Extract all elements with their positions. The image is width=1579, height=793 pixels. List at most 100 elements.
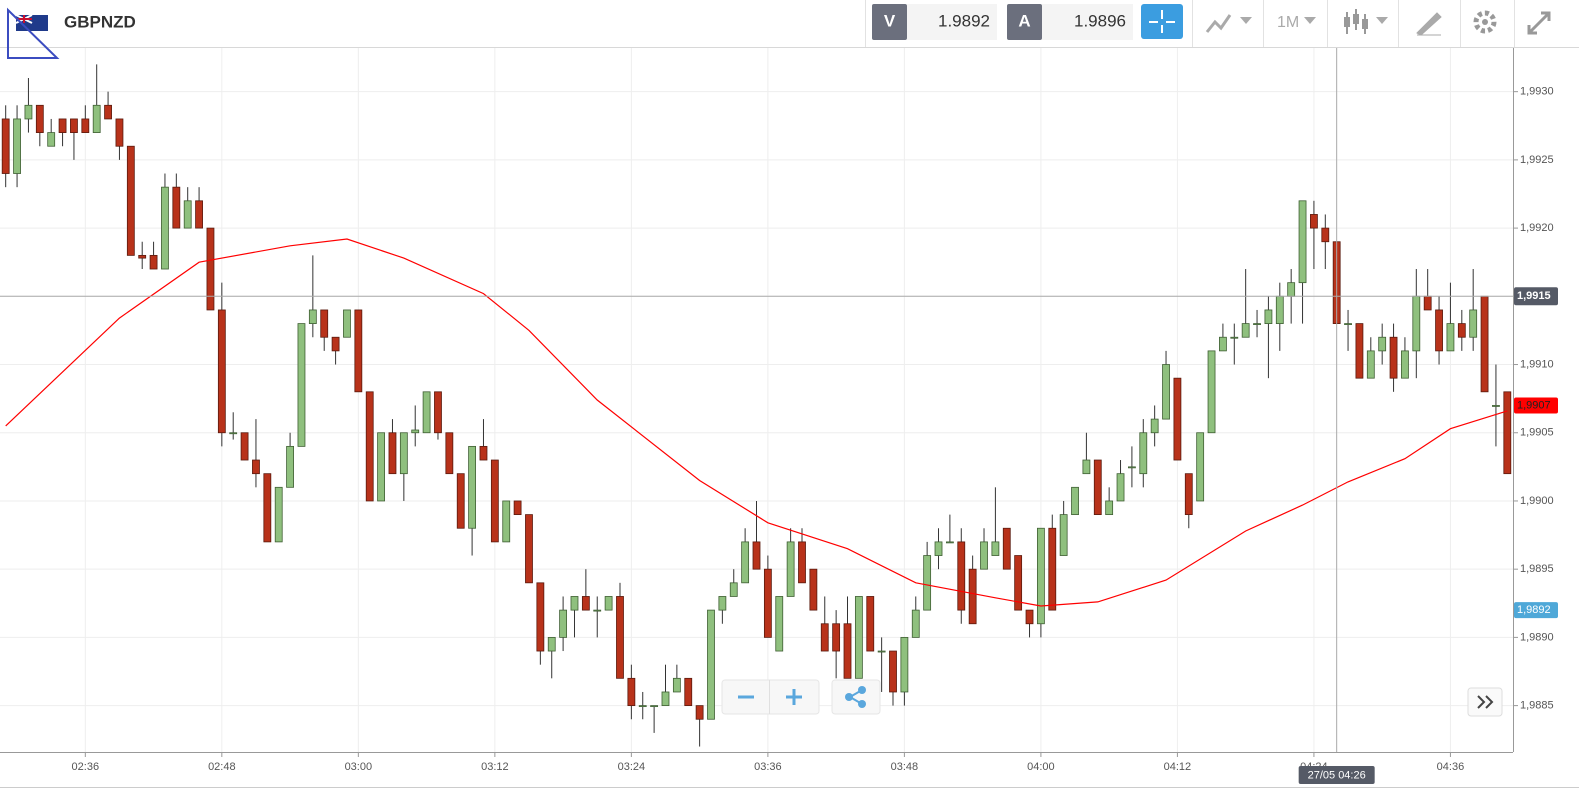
candle-body — [604, 596, 613, 611]
candle-body — [172, 186, 181, 229]
bid-label: V — [884, 11, 896, 30]
candle-body — [1082, 459, 1091, 475]
indicator-icon — [1205, 14, 1232, 33]
candle-body — [206, 227, 215, 311]
y-tick-label: 1,9910 — [1520, 358, 1554, 370]
settings-center — [1482, 19, 1488, 25]
ask-value: 1.9896 — [1074, 11, 1126, 30]
candle-body — [911, 609, 920, 638]
share-dot — [858, 700, 866, 708]
candle-body — [1241, 323, 1250, 338]
candle-body — [490, 459, 499, 543]
candle-body — [274, 486, 283, 543]
share-button[interactable] — [845, 686, 866, 708]
overlay: 27/05 04:26 1,9915 1,9907 1,9892 — [0, 48, 1558, 784]
candle-body — [92, 104, 101, 133]
x-tick-label: 04:36 — [1437, 761, 1465, 773]
share-box — [831, 679, 881, 715]
y-tick-label: 1,9925 — [1520, 154, 1554, 166]
candle-body — [718, 596, 727, 611]
candle-body — [616, 596, 624, 679]
y-tick-label: 1,9900 — [1520, 495, 1554, 507]
price-tag — [1514, 397, 1558, 414]
crosshair-y-label: 1,9915 — [1517, 290, 1551, 302]
candle-body — [627, 677, 636, 707]
y-tick-label: 1,9920 — [1520, 222, 1554, 234]
candle-body — [1412, 295, 1421, 352]
crosshair-x-tag — [1298, 766, 1375, 784]
candle-body — [786, 541, 795, 597]
candle-body — [411, 429, 420, 434]
crosshair-x-label: 27/05 04:26 — [1308, 769, 1366, 781]
ask-badge[interactable] — [1007, 4, 1042, 40]
candle-body — [877, 650, 886, 653]
crosshair-button[interactable] — [1141, 4, 1183, 39]
toolbar — [0, 0, 1579, 47]
candle-body — [1025, 609, 1034, 625]
price-tag — [1514, 602, 1558, 619]
scroll-icon — [1477, 695, 1494, 709]
timeframe[interactable]: 1M — [1277, 14, 1299, 31]
y-tick-label: 1,9930 — [1520, 86, 1554, 98]
candle-body — [104, 104, 112, 120]
candle-body — [1139, 432, 1148, 475]
candle-body — [854, 596, 863, 679]
settings-button[interactable] — [1473, 10, 1497, 34]
flag-cross-red — [16, 15, 32, 23]
x-tick-label: 03:24 — [618, 761, 646, 773]
candle-body — [889, 650, 897, 693]
candle-body — [581, 596, 590, 611]
candle-body — [434, 391, 442, 434]
x-tick-label: 04:00 — [1027, 761, 1055, 773]
candle-icon-body — [1353, 14, 1359, 24]
x-tick-label: 04:12 — [1164, 761, 1192, 773]
bid-box[interactable] — [907, 4, 997, 40]
candle-body — [980, 541, 988, 570]
x-tick-label: 03:12 — [481, 761, 509, 773]
candle-body — [1275, 295, 1284, 324]
y-tick-label: 1,9890 — [1520, 631, 1554, 643]
candle-body — [1310, 214, 1318, 229]
candle-body — [1219, 336, 1227, 352]
candle-body — [1298, 200, 1307, 284]
candle-body — [377, 432, 385, 502]
indicators-button[interactable] — [1205, 14, 1252, 33]
candle-body — [752, 541, 761, 570]
chart-type-button[interactable] — [1344, 9, 1388, 34]
candle-body — [1287, 282, 1296, 297]
dropdown-arrow — [1376, 17, 1388, 24]
candle-body — [286, 445, 294, 488]
candle-body — [1253, 323, 1261, 325]
candle-body — [1480, 295, 1489, 393]
candle-body — [1435, 309, 1443, 352]
candle-body — [126, 145, 135, 256]
candle-body — [934, 541, 943, 556]
y-tick-label: 1,9895 — [1520, 563, 1554, 575]
candle-body — [684, 677, 693, 707]
x-tick-label: 02:48 — [208, 761, 236, 773]
candle-body — [1059, 514, 1068, 556]
candle-body — [1503, 391, 1512, 475]
candle-body — [923, 555, 932, 611]
draw-tool-button[interactable] — [1416, 12, 1442, 36]
candle-body — [445, 432, 454, 475]
zoom-in-button[interactable] — [786, 689, 802, 705]
candle-body — [1048, 527, 1057, 611]
price-tag-label: 1,9907 — [1517, 399, 1551, 411]
candle-body — [138, 254, 147, 259]
candle-body — [149, 254, 158, 270]
candle-body — [1230, 336, 1239, 339]
candle-body — [263, 473, 272, 543]
candle-body — [1173, 377, 1182, 461]
candle-body — [308, 309, 317, 324]
candle-body — [1128, 466, 1136, 469]
candle-body — [195, 200, 203, 229]
bid-badge[interactable] — [872, 4, 907, 40]
crosshair-icon — [1149, 10, 1175, 33]
candle-body — [900, 636, 909, 693]
ask-box[interactable] — [1042, 4, 1133, 40]
candle-body — [1014, 555, 1023, 611]
candle-body — [729, 582, 738, 597]
fullscreen-button[interactable] — [1527, 11, 1551, 35]
candle-body — [1184, 473, 1193, 516]
